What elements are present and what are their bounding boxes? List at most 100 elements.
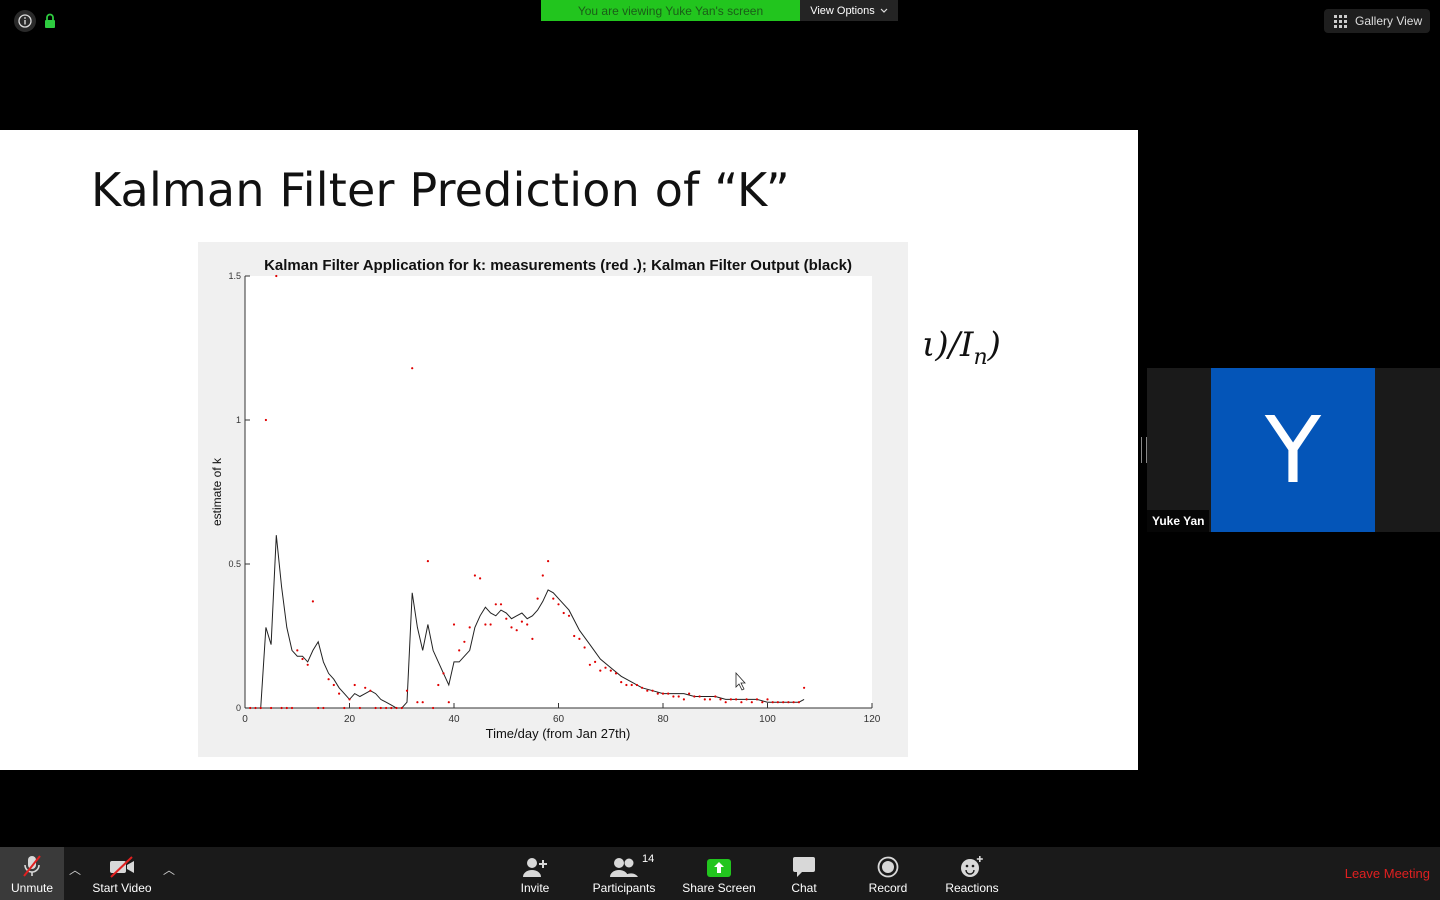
measurement-point [531, 637, 534, 640]
measurement-point [609, 669, 612, 672]
reactions-label: Reactions [945, 881, 999, 895]
measurement-point [306, 663, 309, 666]
splitter-handle[interactable] [1141, 437, 1147, 463]
measurement-point [693, 695, 696, 698]
smiley-plus-icon [961, 856, 983, 877]
leave-meeting-button[interactable]: Leave Meeting [1344, 866, 1430, 881]
reactions-button[interactable]: Reactions [942, 847, 1002, 900]
measurement-point [714, 695, 717, 698]
measurement-point [374, 706, 377, 710]
chat-button[interactable]: Chat [784, 847, 824, 900]
measurement-point [275, 274, 278, 278]
measurement-point [583, 646, 586, 649]
measurement-point [411, 367, 414, 370]
chart-figure: Kalman Filter Application for k: measure… [198, 242, 908, 757]
measurement-point [358, 706, 361, 710]
measurement-point [588, 663, 591, 666]
measurement-point [646, 689, 649, 692]
measurement-point [599, 669, 602, 672]
measurement-point [573, 634, 576, 638]
x-axis-label: Time/day (from Jan 27th) [486, 726, 631, 741]
participant-video-tile[interactable]: Y Yuke Yan [1147, 368, 1440, 532]
measurement-point [338, 692, 341, 695]
measurement-point [803, 686, 806, 689]
measurement-point [547, 560, 550, 563]
measurement-point [719, 698, 722, 701]
chart-title: Kalman Filter Application for k: measure… [264, 257, 852, 274]
measurement-point [369, 689, 372, 692]
chevron-down-icon [880, 8, 888, 13]
view-options-button[interactable]: View Options [800, 0, 898, 21]
info-icon[interactable] [14, 10, 36, 32]
measurement-point [416, 701, 419, 704]
measurement-point [385, 706, 388, 710]
measurement-point [682, 698, 685, 701]
chat-icon [793, 857, 815, 877]
lock-icon[interactable] [44, 10, 56, 32]
measurement-point [787, 701, 790, 704]
video-options-caret-icon[interactable]: ︿ [163, 863, 176, 877]
measurement-point [348, 698, 351, 701]
measurement-point [395, 706, 398, 710]
gallery-view-button[interactable]: Gallery View [1324, 9, 1430, 33]
measurement-point [249, 706, 252, 710]
share-screen-button[interactable]: Share Screen [680, 847, 758, 900]
measurement-point [651, 689, 654, 692]
x-tick-label: 120 [864, 714, 881, 725]
muted-microphone-icon [23, 855, 41, 877]
participants-button[interactable]: Participants [589, 847, 659, 900]
measurement-point [259, 706, 262, 710]
measurement-point [343, 706, 346, 710]
measurement-point [672, 695, 675, 698]
measurement-point [390, 706, 393, 710]
x-tick-label: 60 [553, 714, 565, 725]
participants-label: Participants [592, 881, 656, 895]
record-button[interactable]: Record [866, 847, 910, 900]
start-video-button[interactable]: Start Video [88, 847, 156, 900]
x-tick-label: 40 [448, 714, 460, 725]
measurement-point [541, 574, 544, 577]
top-icons [14, 10, 56, 32]
measurement-point [510, 626, 513, 629]
measurement-point [724, 701, 727, 704]
measurement-point [421, 701, 424, 704]
measurement-point [526, 623, 529, 626]
measurement-point [604, 666, 607, 669]
measurement-point [661, 692, 665, 695]
measurement-point [520, 620, 523, 623]
measurement-point [567, 614, 571, 617]
measurement-point [452, 623, 456, 626]
measurement-point [311, 600, 314, 603]
formula-fragment: ι)/In) [922, 325, 1001, 370]
measurement-point [735, 698, 738, 701]
unmute-button[interactable]: Unmute [0, 847, 64, 900]
formula-close: ) [987, 325, 1001, 365]
audio-options-caret-icon[interactable]: ︿ [69, 863, 82, 877]
measurement-point [494, 603, 497, 606]
measurement-point [614, 672, 618, 675]
measurement-point [771, 701, 774, 704]
measurement-point [656, 692, 659, 695]
measurement-point [708, 698, 712, 701]
measurement-point [776, 701, 780, 704]
avatar: Y [1211, 368, 1375, 532]
invite-label: Invite [520, 881, 550, 895]
x-tick-label: 0 [242, 714, 248, 725]
x-tick-label: 20 [344, 714, 356, 725]
measurement-point [254, 706, 257, 710]
measurement-point [620, 681, 623, 684]
slide-title: Kalman Filter Prediction of “K” [91, 163, 790, 217]
gallery-view-label: Gallery View [1355, 14, 1423, 28]
measurement-point [317, 706, 320, 710]
measurement-point [479, 577, 482, 580]
formula-subscript: n [973, 344, 988, 370]
measurement-point [505, 617, 508, 620]
measurement-point [280, 706, 283, 710]
invite-button[interactable]: Invite [512, 847, 558, 900]
measurement-point [782, 701, 785, 704]
share-screen-label: Share Screen [682, 881, 756, 895]
measurement-point [484, 623, 487, 626]
measurement-point [552, 597, 555, 600]
measurement-point [270, 706, 273, 710]
kalman-chart: Kalman Filter Application for k: measure… [210, 257, 881, 741]
